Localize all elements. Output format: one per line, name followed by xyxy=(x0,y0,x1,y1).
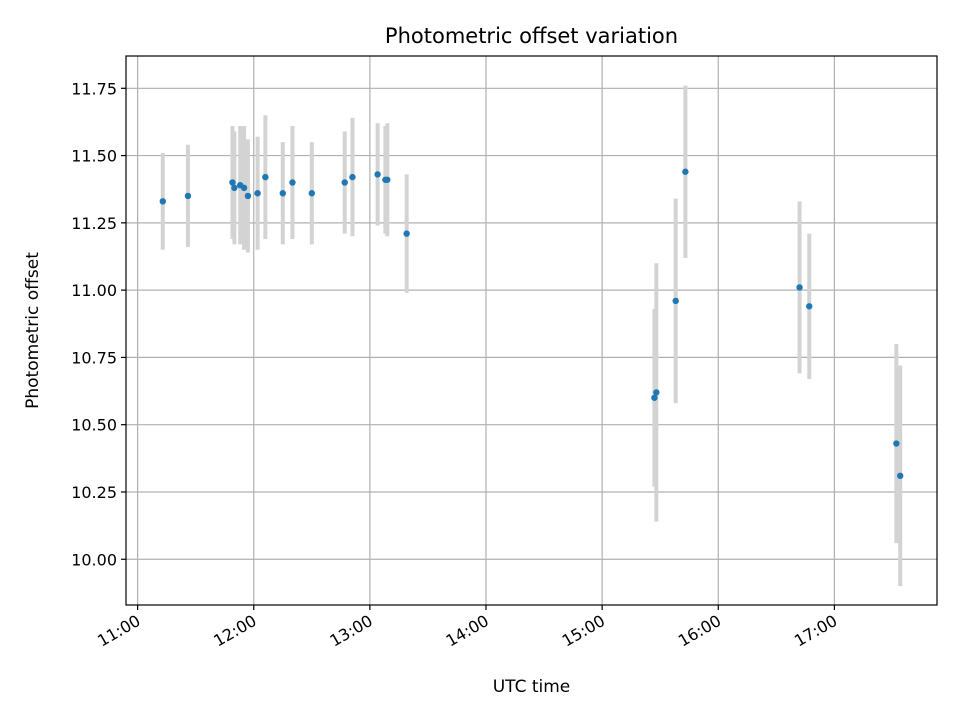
data-point xyxy=(262,173,269,181)
grid-layer xyxy=(126,56,937,605)
data-point xyxy=(384,176,391,183)
y-tick-label: 11.75 xyxy=(71,79,117,98)
data-point xyxy=(651,394,658,401)
y-tick-label: 11.00 xyxy=(71,281,117,300)
y-tick-label: 11.25 xyxy=(71,214,117,233)
chart-title: Photometric offset variation xyxy=(385,24,678,48)
data-point xyxy=(374,171,381,178)
data-point xyxy=(289,179,296,186)
data-point xyxy=(244,192,252,200)
y-tick-label: 10.25 xyxy=(71,483,117,502)
data-point xyxy=(897,472,904,480)
data-point xyxy=(806,303,813,310)
y-tick-label: 10.50 xyxy=(71,416,117,435)
data-point xyxy=(893,440,900,447)
y-tick-label: 10.00 xyxy=(71,550,117,569)
y-axis-label: Photometric offset xyxy=(23,252,43,409)
data-point xyxy=(279,190,286,197)
data-point xyxy=(159,198,166,205)
x-axis-label: UTC time xyxy=(493,677,571,697)
data-point xyxy=(308,190,316,197)
y-tick-label: 10.75 xyxy=(71,348,117,367)
y-tick-label: 11.50 xyxy=(71,147,117,166)
data-point xyxy=(653,389,660,396)
data-point xyxy=(341,179,348,186)
data-point xyxy=(240,184,248,192)
data-point xyxy=(349,173,356,181)
point-layer xyxy=(159,168,904,480)
plot-frame xyxy=(125,55,938,606)
data-point xyxy=(796,284,803,291)
data-point xyxy=(254,190,261,197)
data-point xyxy=(682,168,689,175)
data-point xyxy=(229,179,236,186)
data-point xyxy=(184,192,192,200)
data-point xyxy=(231,184,238,192)
data-point xyxy=(672,297,679,305)
data-point xyxy=(403,230,410,237)
